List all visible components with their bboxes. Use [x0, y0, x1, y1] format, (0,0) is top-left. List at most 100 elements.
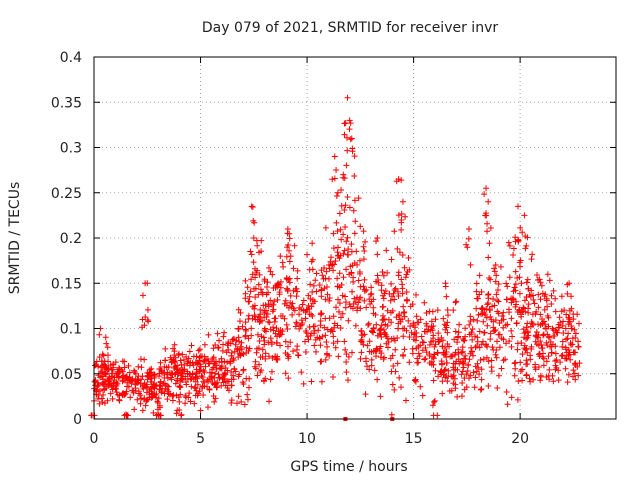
- data-point: [567, 356, 574, 363]
- data-point: [484, 322, 491, 329]
- data-point: [483, 305, 490, 312]
- data-point: [187, 398, 194, 405]
- data-point: [361, 248, 368, 255]
- data-point: [99, 369, 106, 376]
- data-point: [194, 392, 201, 399]
- data-point: [256, 338, 263, 345]
- data-point: [499, 312, 506, 319]
- data-point: [523, 324, 530, 331]
- data-point: [126, 374, 133, 381]
- data-point: [362, 391, 369, 398]
- data-point: [524, 276, 531, 283]
- data-point: [341, 338, 348, 345]
- data-point: [191, 400, 198, 407]
- data-point: [563, 336, 570, 343]
- data-point: [351, 172, 358, 179]
- data-point: [318, 358, 325, 365]
- data-point: [551, 332, 558, 339]
- data-point: [157, 359, 164, 366]
- data-point: [384, 269, 391, 276]
- data-point: [206, 369, 213, 376]
- data-point: [491, 327, 498, 334]
- data-point: [200, 391, 207, 398]
- data-point: [495, 331, 502, 338]
- data-point: [294, 352, 301, 359]
- data-point: [216, 375, 223, 382]
- data-point: [354, 261, 361, 268]
- data-point: [513, 298, 520, 305]
- data-point: [487, 225, 494, 232]
- data-point: [331, 261, 338, 268]
- data-point: [131, 406, 138, 413]
- data-point: [388, 256, 395, 263]
- data-point: [220, 379, 227, 386]
- data-point: [283, 302, 290, 309]
- data-point: [537, 377, 544, 384]
- data-point: [139, 407, 146, 414]
- data-point: [524, 349, 531, 356]
- data-point: [311, 330, 318, 337]
- data-point: [559, 352, 566, 359]
- data-point: [458, 371, 465, 378]
- data-point: [323, 351, 330, 358]
- data-point: [155, 395, 162, 402]
- data-point: [539, 344, 546, 351]
- data-point: [373, 321, 380, 328]
- axis-ticks: [93, 56, 616, 420]
- data-point: [465, 375, 472, 382]
- data-point: [441, 321, 448, 328]
- data-point: [478, 341, 485, 348]
- data-point: [506, 338, 513, 345]
- data-point: [255, 291, 262, 298]
- data-point: [241, 401, 248, 408]
- data-point: [235, 306, 242, 313]
- data-point: [459, 368, 466, 375]
- data-point: [511, 360, 518, 367]
- data-point: [235, 393, 242, 400]
- data-point: [559, 343, 566, 350]
- data-point: [485, 254, 492, 261]
- data-point: [487, 330, 494, 337]
- data-point: [342, 346, 349, 353]
- data-point: [351, 230, 358, 237]
- data-point: [99, 351, 106, 358]
- data-point: [521, 212, 528, 219]
- data-point: [366, 296, 373, 303]
- data-point: [575, 320, 582, 327]
- data-point: [101, 400, 108, 407]
- data-point: [390, 363, 397, 370]
- data-point: [316, 282, 323, 289]
- data-point: [345, 317, 352, 324]
- data-point: [194, 361, 201, 368]
- data-point: [161, 370, 168, 377]
- data-point: [341, 131, 348, 138]
- data-point: [511, 372, 518, 379]
- data-point: [109, 395, 116, 402]
- data-point: [160, 380, 167, 387]
- data-point: [221, 369, 228, 376]
- data-point: [233, 400, 240, 407]
- data-point: [309, 240, 316, 247]
- data-point: [547, 343, 554, 350]
- data-point: [265, 339, 272, 346]
- data-point: [389, 307, 396, 314]
- data-point: [366, 338, 373, 345]
- data-point: [430, 355, 437, 362]
- data-point: [188, 342, 195, 349]
- y-tick-label: 0.35: [51, 95, 82, 111]
- data-point: [494, 286, 501, 293]
- data-point: [277, 331, 284, 338]
- data-point: [335, 308, 342, 315]
- data-point: [495, 310, 502, 317]
- data-point: [205, 331, 212, 338]
- data-point: [350, 207, 357, 214]
- data-point: [468, 344, 475, 351]
- data-point: [508, 299, 515, 306]
- data-point: [129, 387, 136, 394]
- data-point: [374, 376, 381, 383]
- data-point: [104, 352, 111, 359]
- data-point: [178, 361, 185, 368]
- data-point: [159, 385, 166, 392]
- data-point: [238, 346, 245, 353]
- data-point: [317, 310, 324, 317]
